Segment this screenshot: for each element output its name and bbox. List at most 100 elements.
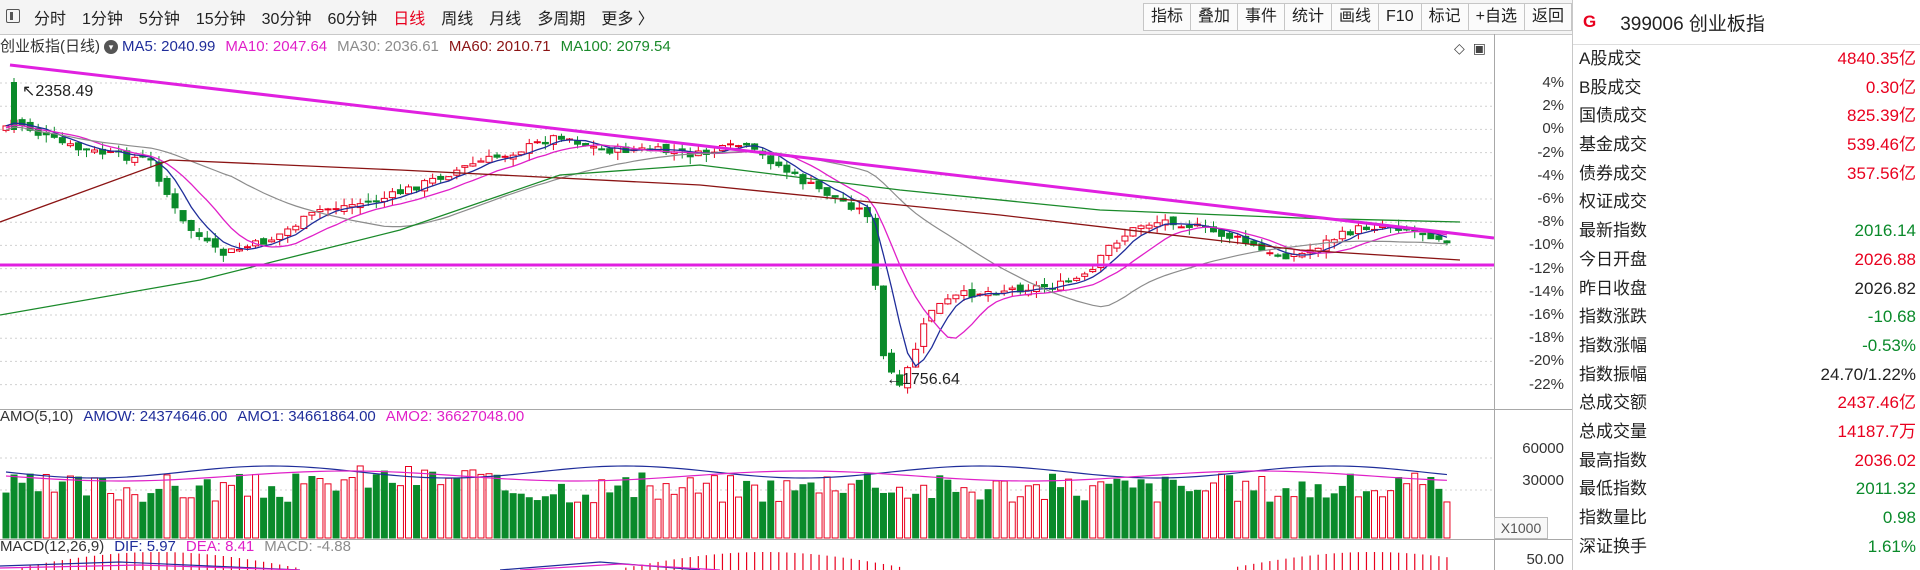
ma-value: MA30: 2036.61 (337, 38, 439, 55)
volume-bar (1113, 478, 1121, 539)
candle-body (871, 217, 879, 286)
volume-bar (920, 484, 928, 539)
volume-bar (195, 485, 203, 539)
tool-button[interactable]: +自选 (1467, 3, 1525, 31)
candle-body (203, 237, 211, 242)
volume-bar (437, 484, 445, 539)
period-tab[interactable]: 30分钟 (261, 11, 312, 28)
volume-bar (179, 497, 187, 539)
candle-body (1338, 230, 1346, 240)
quote-label: 最低指数 (1579, 479, 1647, 499)
quote-label: A股成交 (1579, 49, 1642, 68)
indicator-value: MACD: -4.88 (264, 538, 351, 555)
period-tab[interactable]: 5分钟 (138, 11, 180, 28)
volume-bar (1314, 484, 1322, 539)
volume-bar (1338, 485, 1346, 539)
period-tab[interactable]: 多周期 (537, 11, 586, 28)
ma-dropdown-icon[interactable]: ▾ (104, 40, 118, 54)
volume-bar (936, 475, 944, 539)
candle-body (1113, 242, 1121, 249)
candle-body (1081, 273, 1089, 277)
volume-bar (1105, 483, 1113, 539)
volume-bar (1201, 490, 1209, 539)
candle-body (1129, 227, 1137, 237)
volume-bar (1403, 483, 1411, 539)
volume-bar (1395, 477, 1403, 539)
candle-body (1121, 235, 1129, 242)
quote-row: B股成交 0.30亿 (1573, 74, 1920, 103)
candle-body (235, 248, 243, 252)
quote-label: B股成交 (1579, 77, 1642, 97)
volume-bar (2, 492, 10, 539)
volume-bar (1234, 500, 1242, 539)
volume-bar (871, 487, 879, 539)
tool-button[interactable]: 返回 (1523, 3, 1572, 31)
volume-bar (1000, 480, 1008, 539)
tool-button[interactable]: F10 (1378, 3, 1422, 31)
period-tab[interactable]: 更多 〉 (601, 11, 654, 28)
volume-bar (718, 501, 726, 539)
period-tab[interactable]: 周线 (441, 11, 474, 28)
quote-label: 深证换手 (1579, 536, 1647, 556)
axis-tick-label: 2% (1542, 97, 1564, 115)
quote-row: 最新指数 2016.14 (1573, 217, 1920, 246)
axis-tick-label: -18% (1528, 329, 1564, 347)
period-tab[interactable]: 1分钟 (82, 11, 123, 28)
window-icon[interactable]: ▣ (1472, 40, 1487, 56)
volume-bar (203, 479, 211, 539)
volume-bar (1419, 484, 1427, 539)
volume-bar (735, 496, 743, 539)
period-tab[interactable]: 日线 (393, 11, 426, 28)
volume-bar (1274, 495, 1282, 539)
volume-bar (74, 476, 82, 539)
period-tab[interactable]: 月线 (489, 11, 522, 28)
period-tab[interactable]: 60分钟 (327, 11, 378, 28)
candle-body (1185, 225, 1193, 228)
candle-body (598, 148, 606, 151)
kline-chart[interactable]: ↖2358.49 ←1756.64 (0, 0, 1494, 570)
candle-body (1226, 232, 1234, 239)
candle-body (936, 302, 944, 314)
volume-bar (1266, 501, 1274, 539)
quote-value: 2026.82 (1854, 278, 1916, 298)
volume-bar (1218, 473, 1226, 539)
tool-button[interactable]: 指标 (1142, 3, 1191, 31)
volume-bar (461, 470, 469, 539)
period-tab[interactable]: 分时 (34, 11, 67, 28)
diamond-icon[interactable]: ◇ (1454, 40, 1465, 56)
volume-bar (622, 477, 630, 539)
candle-body (74, 142, 82, 151)
volume-bar (99, 478, 107, 539)
period-tabs: 分时 1分钟 5分钟 15分钟 30分钟 60分钟 日线 周线 月线 多周期 更多 〉 (26, 0, 662, 34)
volume-bar (574, 501, 582, 539)
candle-body (1362, 226, 1370, 231)
volume-bar (710, 475, 718, 539)
volume-bar (364, 487, 372, 539)
tool-button[interactable]: 画线 (1331, 3, 1380, 31)
tool-button[interactable]: 叠加 (1189, 3, 1238, 31)
volume-bar (1065, 478, 1073, 539)
volume-bar (727, 475, 734, 539)
volume-bar (557, 483, 565, 539)
volume-bar (783, 480, 791, 539)
volume-bar (888, 492, 895, 539)
quote-row: 昨日收盘 2026.82 (1573, 275, 1920, 304)
candle-body (1234, 235, 1242, 238)
tool-button[interactable]: 标记 (1420, 3, 1469, 31)
volume-bar (445, 477, 453, 539)
layout-toggle-icon[interactable] (6, 9, 20, 23)
candle-body (879, 285, 887, 357)
candle-body (904, 367, 912, 389)
volume-bar (1306, 497, 1314, 539)
quote-label: 昨日收盘 (1579, 278, 1647, 298)
candle-body (1258, 243, 1266, 251)
quote-value: 539.46亿 (1847, 135, 1916, 155)
volume-bar (896, 486, 904, 539)
candle-body (1322, 239, 1330, 252)
chart-tools: 指标 叠加 事件 统计 画线 F10 标记 +自选 返回 (1142, 3, 1572, 31)
candle-body (1105, 244, 1113, 256)
candle-body (1266, 252, 1274, 255)
period-tab[interactable]: 15分钟 (195, 11, 246, 28)
volume-bar (235, 473, 243, 539)
volume-bar (1250, 490, 1258, 539)
